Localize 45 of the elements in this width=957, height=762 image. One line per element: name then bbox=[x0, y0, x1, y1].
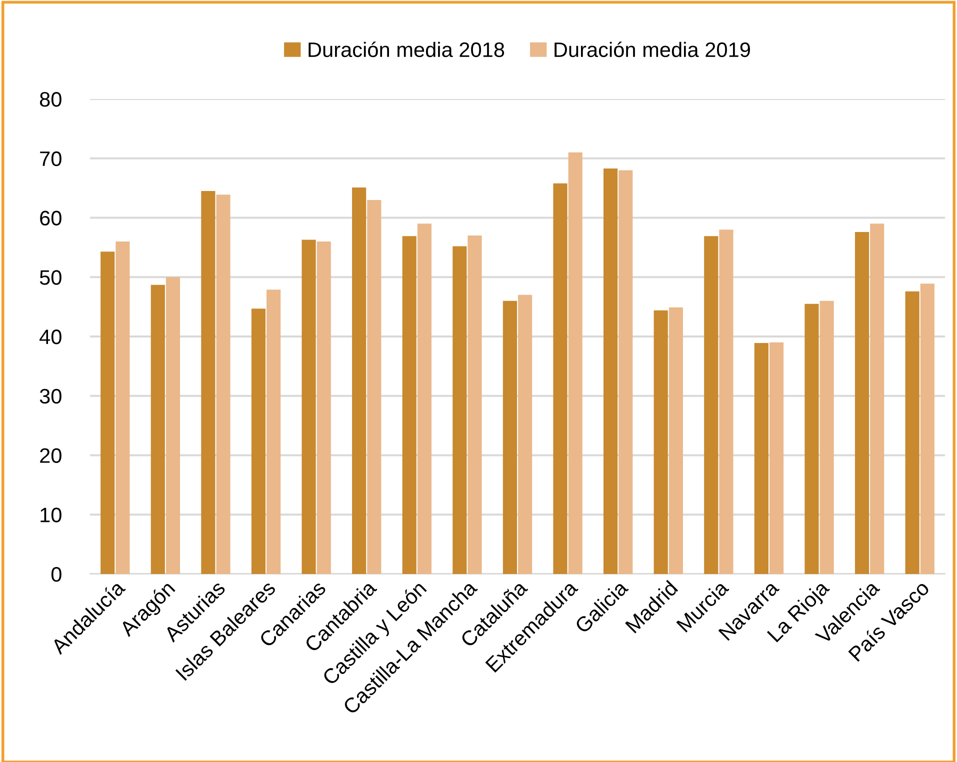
bar bbox=[654, 310, 668, 574]
bar bbox=[452, 246, 467, 574]
y-tick-label: 40 bbox=[40, 330, 62, 344]
y-tick-label: 30 bbox=[40, 388, 62, 404]
bar bbox=[920, 284, 934, 574]
bar bbox=[302, 240, 316, 574]
y-tick-label: 10 bbox=[40, 508, 62, 522]
bar bbox=[100, 252, 115, 574]
bar bbox=[216, 194, 230, 574]
bar bbox=[201, 191, 216, 574]
bar bbox=[568, 152, 582, 574]
bar bbox=[166, 277, 180, 574]
bar bbox=[754, 343, 768, 574]
y-tick-label: 20 bbox=[40, 448, 62, 464]
bar bbox=[553, 183, 568, 574]
y-tick-label: 70 bbox=[40, 151, 62, 166]
bar bbox=[402, 236, 416, 574]
bar bbox=[116, 242, 130, 574]
y-tick-label: 60 bbox=[40, 210, 62, 226]
y-tick-label: 0 bbox=[51, 567, 62, 582]
bar bbox=[905, 291, 920, 574]
bar bbox=[668, 307, 683, 574]
legend-label: Duración media 2019 bbox=[554, 42, 750, 58]
bar bbox=[870, 224, 884, 574]
bar bbox=[352, 187, 366, 574]
bar bbox=[266, 290, 281, 574]
bar bbox=[518, 294, 532, 574]
bar bbox=[468, 236, 482, 574]
bar bbox=[502, 300, 517, 574]
bar bbox=[150, 284, 165, 574]
bar bbox=[804, 304, 819, 574]
bar bbox=[367, 200, 382, 574]
legend-label: Duración media 2018 bbox=[308, 42, 504, 58]
bar bbox=[604, 168, 618, 574]
bar bbox=[854, 232, 870, 574]
bar bbox=[417, 224, 432, 574]
bar bbox=[769, 342, 784, 574]
bar bbox=[618, 170, 633, 574]
bar bbox=[251, 308, 266, 574]
bar bbox=[820, 300, 834, 574]
bar bbox=[704, 236, 718, 574]
y-tick-label: 50 bbox=[40, 270, 62, 285]
bar bbox=[719, 230, 734, 574]
y-tick-label: 80 bbox=[40, 92, 62, 107]
bar bbox=[316, 242, 331, 574]
